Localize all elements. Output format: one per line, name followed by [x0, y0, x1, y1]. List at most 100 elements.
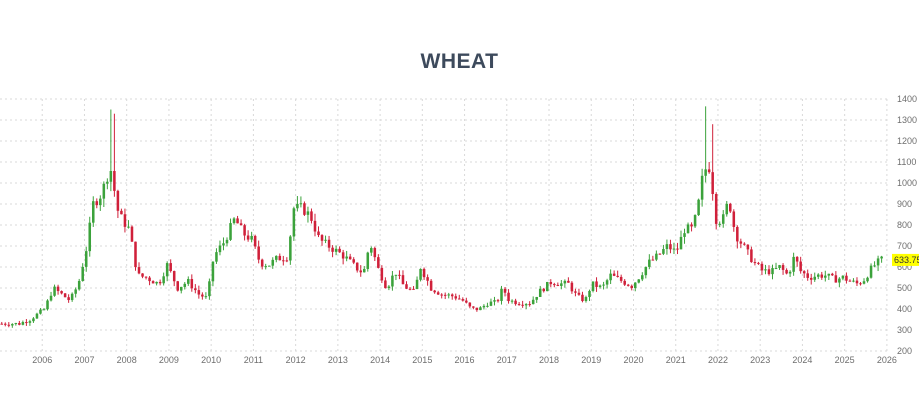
- candle-up: [704, 169, 707, 176]
- candle-up: [852, 280, 855, 282]
- x-tick-label: 2018: [539, 355, 559, 365]
- candle-up: [74, 289, 77, 294]
- x-tick-label: 2007: [74, 355, 94, 365]
- candle-down: [18, 323, 21, 325]
- candle-down: [282, 260, 285, 262]
- candle-up: [774, 268, 778, 270]
- candle-up: [813, 276, 817, 280]
- candle-up: [721, 214, 725, 224]
- candle-down: [517, 304, 521, 306]
- candle-down: [690, 224, 693, 227]
- candle-up: [686, 224, 690, 234]
- candle-down: [303, 203, 306, 215]
- candle-down: [359, 270, 363, 273]
- candle-down: [285, 260, 289, 262]
- candle-down: [398, 274, 401, 276]
- candle-up: [215, 252, 218, 262]
- candle-up: [35, 313, 39, 319]
- candle-down: [56, 286, 60, 292]
- candle-up: [584, 297, 588, 302]
- candle-up: [387, 286, 391, 289]
- candle-up: [641, 275, 644, 280]
- candle-down: [507, 292, 510, 302]
- candle-down: [130, 226, 134, 242]
- x-tick-label: 2020: [623, 355, 643, 365]
- candle-up: [415, 279, 419, 290]
- candle-up: [718, 223, 721, 225]
- candle-down: [338, 248, 341, 253]
- y-tick-label: 400: [897, 304, 912, 314]
- candle-up: [841, 275, 845, 279]
- candle-up: [53, 286, 56, 296]
- candle-up: [42, 309, 46, 311]
- x-tick-label: 2024: [792, 355, 812, 365]
- candle-up: [275, 255, 278, 260]
- candle-down: [148, 277, 151, 282]
- candle-down: [7, 324, 11, 326]
- candle-up: [187, 278, 190, 284]
- candle-down: [729, 203, 732, 212]
- candle-down: [60, 291, 63, 294]
- x-tick-label: 2006: [32, 355, 52, 365]
- candle-down: [809, 277, 813, 280]
- candle-up: [250, 235, 253, 240]
- candle-up: [778, 265, 781, 269]
- candle-down: [313, 220, 317, 232]
- candle-down: [320, 235, 324, 241]
- candle-down: [669, 244, 672, 250]
- x-tick-label: 2017: [497, 355, 517, 365]
- candle-down: [141, 273, 144, 277]
- candle-down: [785, 269, 788, 274]
- candle-up: [162, 276, 165, 284]
- candle-up: [264, 266, 267, 268]
- candle-down: [570, 282, 574, 292]
- candle-down: [753, 262, 757, 264]
- candle-up: [563, 280, 567, 284]
- candle-up: [655, 253, 658, 260]
- candle-down: [831, 273, 834, 276]
- candle-layer: [0, 106, 883, 328]
- candle-down: [440, 294, 443, 296]
- axis-layer: 200 300 400 500 600 700 800 900 1000 1100 1200 1300…: [32, 94, 917, 365]
- y-tick-label: 1300: [897, 115, 917, 125]
- candle-down: [433, 290, 436, 293]
- candle-down: [834, 275, 838, 283]
- candle-up: [204, 296, 208, 298]
- chart-title: WHEAT: [420, 50, 499, 73]
- candle-down: [260, 259, 264, 267]
- candle-down: [619, 276, 623, 281]
- candle-up: [637, 279, 641, 283]
- candle-down: [194, 288, 197, 291]
- candle-up: [84, 251, 88, 267]
- y-tick-label: 700: [897, 241, 912, 251]
- candle-down: [472, 306, 475, 308]
- candle-up: [299, 203, 303, 205]
- candle-up: [370, 248, 373, 253]
- candle-up: [866, 277, 869, 282]
- candle-down: [806, 273, 809, 278]
- candle-down: [341, 252, 345, 259]
- candle-down: [746, 244, 750, 250]
- candle-down: [25, 322, 28, 324]
- candle-up: [869, 265, 873, 278]
- candle-up: [28, 321, 32, 323]
- candle-up: [486, 305, 489, 307]
- y-tick-label: 1000: [897, 178, 917, 188]
- candle-down: [331, 247, 334, 252]
- candle-up: [605, 280, 609, 285]
- candle-down: [496, 300, 500, 302]
- candle-up: [39, 309, 42, 314]
- candle-up: [345, 256, 348, 259]
- candle-down: [556, 284, 560, 286]
- candle-down: [612, 273, 616, 276]
- candle-down: [658, 253, 662, 255]
- candle-down: [651, 259, 655, 261]
- candle-up: [91, 201, 95, 223]
- candle-up: [222, 243, 225, 246]
- candle-up: [700, 175, 704, 200]
- x-tick-label: 2015: [412, 355, 432, 365]
- candle-down: [760, 263, 764, 271]
- candle-up: [683, 233, 686, 237]
- candle-down: [384, 280, 387, 289]
- candle-down: [458, 298, 461, 300]
